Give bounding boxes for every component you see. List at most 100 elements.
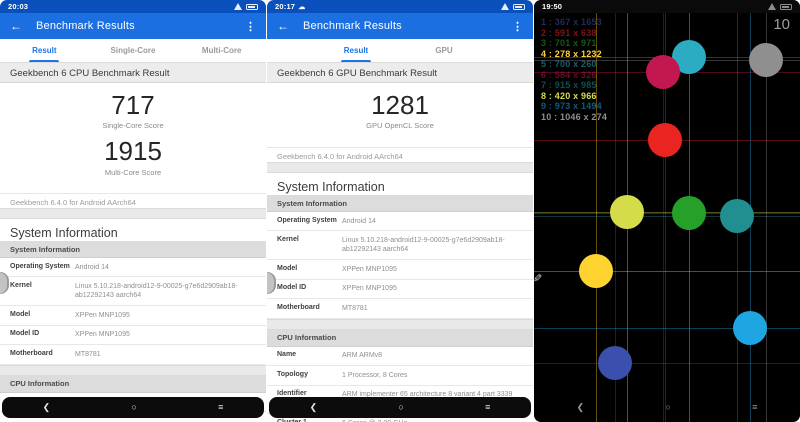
info-row: Name ARM ARMv8: [267, 346, 533, 367]
back-arrow-icon[interactable]: ←: [10, 19, 22, 33]
nav-recents-icon[interactable]: ≡: [752, 402, 758, 412]
touch-crosshair-horizontal: [534, 216, 800, 218]
tab-result[interactable]: Result: [0, 39, 89, 62]
touch-point-7[interactable]: [719, 199, 754, 234]
touch-coordinate-row: 4 : 278 x 1232: [541, 48, 602, 59]
floating-pen-handle[interactable]: [0, 272, 9, 294]
cloud-sync-icon: ☁: [298, 3, 306, 11]
group-header: System Information: [267, 195, 533, 212]
info-row: Kernel Linux 5.10.218-android12-9-00025-g…: [267, 231, 533, 261]
wifi-icon: [234, 3, 242, 10]
score-block: 1915 Multi-Core Score: [0, 136, 266, 176]
touch-point-1[interactable]: [598, 346, 633, 381]
info-row-value: XPPen MNP1095: [342, 265, 397, 273]
floating-pen-icon[interactable]: ✎: [534, 272, 542, 285]
wifi-icon: [501, 3, 509, 10]
touch-coordinate-row: 7 : 915 x 985: [541, 80, 597, 90]
info-row: Kernel Linux 5.10.218-android12-9-00025-g…: [0, 277, 266, 307]
info-row: Operating System Android 14: [267, 212, 533, 232]
score-block: 717 Single-Core Score: [0, 91, 266, 130]
tab-bar: Result GPU: [267, 39, 533, 62]
panel-cpu-benchmark: 20:03 ← Benchmark Results ⋮ Result Single…: [0, 0, 266, 422]
result-banner: Geekbench 6 CPU Benchmark Result: [0, 62, 266, 83]
section-title: System Information: [267, 173, 533, 195]
battery-icon: [513, 3, 525, 10]
info-row-value: ARM ARMv8: [342, 352, 383, 360]
group-header: CPU Information: [0, 375, 266, 393]
touch-crosshair-vertical: [765, 0, 767, 422]
back-arrow-icon[interactable]: ←: [277, 19, 289, 33]
touch-point-3[interactable]: [672, 196, 707, 231]
gpu-opencl-score-label: GPU OpenCL Score: [366, 121, 434, 131]
nav-recents-icon[interactable]: ≡: [218, 402, 224, 412]
battery-icon: [780, 3, 792, 10]
info-row-label: Name: [277, 351, 297, 359]
info-row: Motherboard MT8781: [267, 299, 533, 319]
multitouch-canvas[interactable]: [534, 0, 800, 422]
info-groups: System Information Operating System Androi…: [0, 241, 266, 413]
info-row-label: Kernel: [10, 281, 32, 289]
info-row-value: XPPen MNP1095: [75, 311, 130, 319]
page-title: Benchmark Results: [36, 20, 135, 32]
nav-home-icon[interactable]: ○: [131, 402, 137, 412]
app-version-text: Geekbench 6.4.0 for Android AArch64: [0, 193, 266, 208]
nav-back-icon[interactable]: ❮: [576, 402, 585, 412]
touch-coordinate-row: 1 : 367 x 1653: [541, 17, 602, 27]
tab-bar: Result Single-Core Multi-Core: [0, 39, 266, 62]
overflow-menu-icon[interactable]: ⋮: [512, 20, 523, 33]
touch-crosshair-horizontal: [534, 270, 800, 272]
info-row-value: Android 14: [75, 263, 109, 271]
status-bar: 20:17 ☁: [267, 0, 533, 13]
info-row: Model ID XPPen MNP1095: [0, 325, 266, 346]
info-row-value: 1 Processor, 8 Cores: [342, 371, 408, 379]
info-row-value: Linux 5.10.218-android12-9-00025-g7e6d29…: [75, 282, 238, 300]
status-bar: 20:03: [0, 0, 266, 13]
nav-home-icon[interactable]: ○: [398, 402, 404, 412]
touch-point-9[interactable]: [732, 311, 767, 346]
nav-back-icon[interactable]: ❮: [309, 402, 318, 412]
android-nav-bar: ❮ ○ ≡: [2, 397, 264, 418]
android-nav-bar: ❮ ○ ≡: [269, 397, 531, 418]
nav-home-icon[interactable]: ○: [665, 402, 671, 412]
nav-recents-icon[interactable]: ≡: [485, 402, 491, 412]
touch-point-8[interactable]: [610, 195, 645, 230]
touch-crosshair-horizontal: [534, 213, 800, 215]
tab-multi-core[interactable]: Multi-Core: [201, 46, 242, 55]
info-row-label: Motherboard: [10, 349, 53, 357]
touch-crosshair-horizontal: [534, 212, 800, 214]
group-header: CPU Information: [267, 329, 533, 347]
gpu-opencl-score: 1281: [371, 90, 429, 120]
tab-single-core[interactable]: Single-Core: [110, 46, 156, 55]
tab-result[interactable]: Result: [312, 39, 400, 62]
multi-core-score: 1915: [104, 136, 162, 167]
touch-coordinate-row: 2 : 591 x 638: [541, 27, 597, 38]
tab-gpu[interactable]: GPU: [435, 46, 453, 55]
info-row-label: Operating System: [277, 216, 337, 224]
overflow-menu-icon[interactable]: ⋮: [245, 20, 256, 33]
divider: [0, 208, 266, 219]
touch-coordinate-row: 6 : 584 x 326: [541, 69, 597, 80]
touch-point-10[interactable]: [748, 43, 783, 78]
status-icons: [768, 3, 792, 10]
touch-crosshair-vertical: [595, 0, 597, 422]
status-icons: [501, 3, 525, 10]
info-row-value: MT8781: [342, 304, 368, 312]
android-nav-bar: ❮ ○ ≡: [536, 397, 798, 418]
touch-point-2[interactable]: [648, 123, 682, 158]
status-time-text: 20:17: [275, 2, 296, 11]
touch-point-4[interactable]: [578, 253, 613, 288]
score-block: 1281 GPU OpenCL Score: [267, 90, 533, 131]
app-bar: ← Benchmark Results ⋮: [0, 13, 266, 39]
info-row: Model XPPen MNP1095: [267, 260, 533, 280]
floating-pen-handle[interactable]: [267, 272, 276, 294]
info-row: Model ID XPPen MNP1095: [267, 279, 533, 300]
status-time: 20:17 ☁: [275, 2, 305, 11]
divider: [0, 364, 266, 376]
info-row-value: XPPen MNP1095: [75, 331, 130, 339]
info-row: Motherboard MT8781: [0, 345, 266, 365]
status-time: 20:03: [8, 2, 29, 11]
touch-crosshair-horizontal: [534, 328, 800, 330]
nav-back-icon[interactable]: ❮: [42, 402, 51, 412]
score-section: 717 Single-Core Score 1915 Multi-Core Sc…: [0, 83, 266, 193]
touch-point-6[interactable]: [646, 54, 681, 89]
